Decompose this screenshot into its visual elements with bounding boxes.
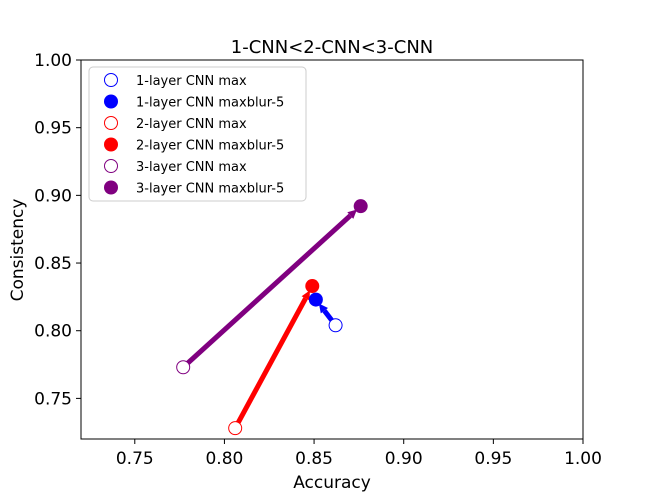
legend-marker-1-layer-cnn-max: [104, 73, 118, 87]
x-tick-label: 1.00: [564, 449, 602, 469]
legend: 1-layer CNN max 1-layer CNN maxblur-5 2-la…: [88, 66, 307, 202]
legend-label: 1-layer CNN maxblur-5: [136, 96, 284, 111]
y-axis-label: Consistency: [8, 199, 28, 302]
x-tick-label: 0.85: [295, 449, 333, 469]
point-3-layer-cnn-maxblur-5: [353, 199, 368, 214]
point-1-layer-cnn-maxblur-5: [308, 292, 323, 307]
point-1-layer-cnn-max: [328, 318, 343, 333]
legend-marker-2-layer-cnn-maxblur-5: [104, 137, 118, 152]
legend-marker-1-layer-cnn-maxblur-5: [104, 94, 118, 109]
x-axis-ticks: 0.75 0.80 0.85 0.90 0.95 1.00: [116, 439, 602, 469]
legend-label: 1-layer CNN max: [136, 74, 247, 89]
arrow-head: [347, 209, 357, 219]
point-2-layer-cnn-maxblur-5: [305, 279, 320, 294]
points-layer: [176, 199, 368, 436]
legend-label: 2-layer CNN maxblur-5: [136, 139, 284, 154]
arrow-shaft: [232, 297, 308, 430]
legend-frame: [88, 66, 307, 202]
y-tick-label: 0.80: [34, 322, 72, 342]
y-tick-label: 0.75: [34, 389, 72, 409]
arrow-head: [318, 303, 328, 314]
legend-marker-2-layer-cnn-max: [104, 116, 118, 130]
point-2-layer-cnn-max: [228, 421, 243, 436]
legend-label: 3-layer CNN maxblur-5: [136, 182, 284, 197]
legend-label: 3-layer CNN max: [136, 160, 247, 175]
arrow-shaft: [181, 213, 352, 370]
x-tick-label: 0.75: [116, 449, 154, 469]
legend-marker-3-layer-cnn-max: [104, 159, 118, 173]
y-tick-label: 0.90: [34, 186, 72, 206]
y-tick-label: 0.85: [34, 254, 72, 274]
legend-marker-3-layer-cnn-maxblur-5: [104, 180, 118, 195]
y-tick-label: 1.00: [34, 51, 72, 71]
chart-title: 1-CNN<2-CNN<3-CNN: [231, 37, 434, 58]
x-axis-label: Accuracy: [293, 473, 371, 493]
x-tick-label: 0.80: [205, 449, 243, 469]
x-tick-label: 0.95: [474, 449, 512, 469]
y-tick-label: 0.95: [34, 119, 72, 139]
legend-label: 2-layer CNN max: [136, 117, 247, 132]
arrow-head: [301, 290, 310, 301]
y-axis-ticks: 0.75 0.80 0.85 0.90 0.95 1.00: [34, 51, 81, 409]
x-tick-label: 0.90: [385, 449, 423, 469]
point-3-layer-cnn-max: [176, 360, 191, 375]
